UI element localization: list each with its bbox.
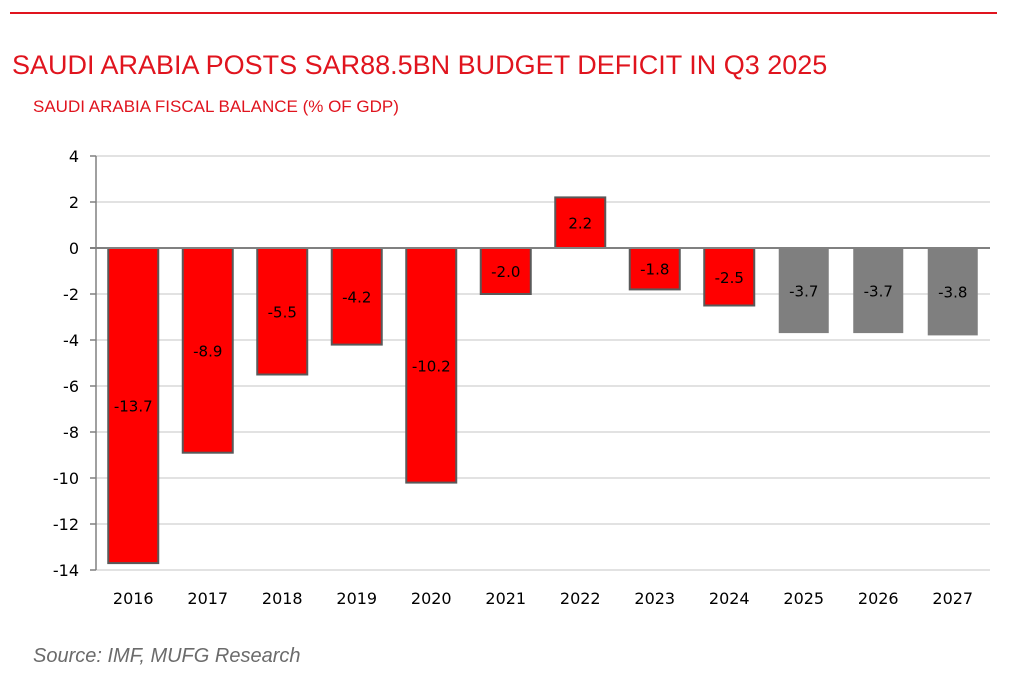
y-tick-label: 0	[69, 239, 79, 258]
x-tick-label-2022: 2022	[560, 589, 601, 608]
data-label-2019: -4.2	[342, 288, 371, 306]
y-tick-label: -10	[53, 469, 79, 488]
x-tick-label-2024: 2024	[709, 589, 750, 608]
x-tick-label-2023: 2023	[634, 589, 675, 608]
y-tick-label: -4	[63, 331, 79, 350]
bar-2019	[330, 247, 383, 346]
x-tick-label-2026: 2026	[858, 589, 899, 608]
data-label-2016: -13.7	[114, 398, 153, 416]
bar-2025	[778, 248, 829, 334]
bar-2026	[853, 248, 904, 334]
y-tick-label: 2	[69, 193, 79, 212]
y-tick-label: -6	[63, 377, 79, 396]
data-label-2018: -5.5	[268, 303, 297, 321]
bar-2020	[405, 247, 458, 484]
x-tick-label-2018: 2018	[262, 589, 303, 608]
y-tick-label: -8	[63, 423, 79, 442]
x-tick-label-2019: 2019	[336, 589, 377, 608]
data-label-2025: -3.7	[789, 283, 818, 301]
x-tick-label-2017: 2017	[187, 589, 228, 608]
data-label-2020: -10.2	[412, 357, 451, 375]
y-tick-label: -12	[53, 515, 79, 534]
bar-2023	[628, 247, 681, 291]
chart-subtitle: SAUDI ARABIA FISCAL BALANCE (% OF GDP)	[33, 97, 399, 116]
top-rule	[10, 12, 997, 14]
x-tick-label-2016: 2016	[113, 589, 154, 608]
data-label-2026: -3.7	[864, 283, 893, 301]
y-tick-label: 4	[69, 147, 79, 166]
page-title: SAUDI ARABIA POSTS SAR88.5BN BUDGET DEFI…	[12, 50, 828, 80]
data-label-2027: -3.8	[938, 284, 967, 302]
bar-2017	[181, 247, 234, 454]
x-tick-label-2025: 2025	[783, 589, 824, 608]
bar-2022	[554, 196, 607, 249]
x-tick-label-2021: 2021	[485, 589, 526, 608]
data-label-2024: -2.5	[715, 269, 744, 287]
y-tick-label: -14	[53, 561, 79, 580]
x-tick-label-2020: 2020	[411, 589, 452, 608]
bar-2027	[927, 248, 978, 336]
x-tick-label-2027: 2027	[932, 589, 973, 608]
data-label-2022: 2.2	[568, 215, 592, 233]
data-label-2023: -1.8	[640, 261, 669, 279]
source-note: Source: IMF, MUFG Research	[33, 645, 301, 667]
y-tick-label: -2	[63, 285, 79, 304]
data-label-2017: -8.9	[193, 342, 222, 360]
fiscal-balance-bar-chart: 4 2 0 -2 -4 -6 -8 -10 -12 -14 -13.7 -8.9 -5.5 -4.2 -10…	[53, 147, 990, 608]
bar-2018	[256, 247, 309, 376]
bar-2024	[703, 247, 756, 307]
data-label-2021: -2.0	[491, 263, 520, 281]
